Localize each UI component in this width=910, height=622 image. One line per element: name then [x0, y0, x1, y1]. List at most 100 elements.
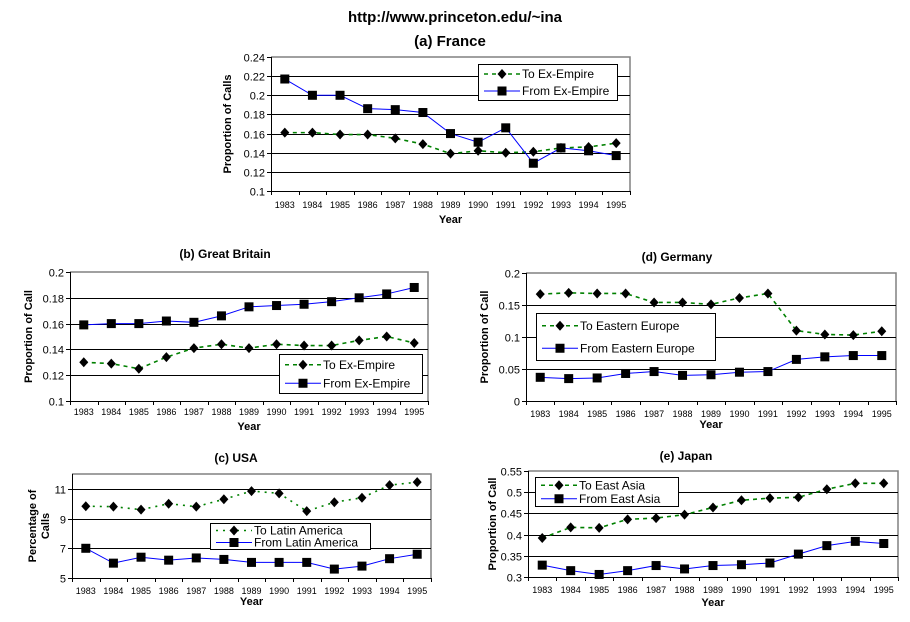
- data-point: [793, 492, 803, 503]
- x-tick-label: 1994: [380, 586, 400, 596]
- data-point: [335, 129, 345, 140]
- data-point: [216, 339, 226, 350]
- data-point: [556, 143, 566, 153]
- x-tick-label: 1988: [211, 407, 231, 417]
- data-point: [621, 288, 631, 299]
- y-axis-title: Proportion of Calls: [222, 75, 234, 174]
- y-axis-title: Proportion of Call: [487, 478, 499, 571]
- data-point: [820, 352, 830, 362]
- chart-japan: (e) Japan 0.3 0.35 0.4 0.45 0.5 0.55 1983 1984 19…: [487, 449, 899, 609]
- legend-marker: [555, 320, 565, 331]
- chart-germany: (d) Germany 0 0.05 0.1 0.15 0.2 1983 1984 1985 19…: [479, 250, 897, 431]
- legend-label: From Ex-Empire: [323, 376, 411, 390]
- x-tick-label: 1993: [551, 200, 571, 210]
- x-tick-label: 1989: [239, 407, 259, 417]
- data-point: [473, 145, 483, 156]
- series-from: [81, 543, 422, 574]
- data-point: [706, 370, 716, 380]
- legend-label: From Latin America: [254, 536, 358, 550]
- data-point: [501, 123, 511, 133]
- x-tick-label: 1988: [413, 200, 433, 210]
- data-point: [418, 139, 428, 150]
- x-tick-label: 1991: [297, 586, 317, 596]
- y-tick-label: 0.2: [250, 91, 265, 103]
- data-point: [272, 301, 282, 311]
- x-tick-label: 1995: [872, 409, 892, 419]
- data-point: [594, 569, 604, 579]
- data-point: [528, 158, 538, 168]
- data-point: [566, 566, 576, 576]
- y-tick-label: 0.12: [244, 168, 265, 180]
- data-point: [793, 549, 803, 559]
- x-tick-label: 1983: [532, 585, 552, 595]
- legend-marker: [555, 343, 565, 353]
- series-from: [537, 536, 889, 579]
- chart-title: (e) Japan: [660, 449, 713, 463]
- legend-marker: [497, 86, 507, 96]
- data-point: [409, 282, 419, 292]
- data-point: [446, 148, 455, 159]
- legend: To Ex-Empire From Ex-Empire: [279, 354, 423, 394]
- series-to: [535, 287, 887, 341]
- data-point: [108, 558, 118, 568]
- x-axis-title: Year: [237, 421, 261, 433]
- data-point: [79, 320, 89, 330]
- data-point: [219, 494, 229, 505]
- data-point: [501, 147, 511, 158]
- y-axis-title: Proportion of Call: [479, 291, 491, 384]
- data-point: [81, 543, 91, 553]
- x-axis-title: Year: [240, 596, 264, 608]
- data-point: [357, 561, 367, 571]
- x-tick-label: 1985: [330, 200, 350, 210]
- x-tick-label: 1989: [701, 409, 721, 419]
- data-point: [385, 480, 395, 491]
- data-point: [280, 74, 290, 84]
- x-axis-title: Year: [701, 597, 725, 609]
- y-tick-label: 0.18: [244, 110, 265, 122]
- x-tick-label: 1990: [269, 586, 289, 596]
- data-point: [537, 532, 547, 543]
- data-point: [134, 363, 144, 374]
- x-tick-label: 1986: [358, 200, 378, 210]
- x-tick-label: 1983: [530, 409, 550, 419]
- chart-title: (d) Germany: [642, 250, 713, 264]
- data-point: [879, 478, 889, 489]
- data-point: [134, 319, 144, 329]
- series-to: [79, 331, 419, 374]
- data-point: [850, 478, 860, 489]
- y-tick-label: 0.5: [507, 488, 522, 500]
- data-point: [327, 340, 337, 351]
- data-point: [734, 367, 744, 377]
- data-point: [651, 561, 661, 571]
- data-point: [566, 522, 576, 533]
- x-tick-label: 1989: [440, 200, 460, 210]
- data-point: [765, 493, 775, 504]
- series-to: [537, 478, 889, 543]
- x-tick-label: 1987: [646, 585, 666, 595]
- y-tick-label: 0.24: [244, 53, 265, 65]
- x-tick-label: 1994: [843, 409, 863, 419]
- data-point: [877, 326, 887, 337]
- legend-label: To Latin America: [254, 524, 343, 538]
- y-tick-label: 5: [60, 574, 66, 586]
- data-point: [79, 357, 89, 368]
- x-tick-label: 1987: [385, 200, 405, 210]
- x-tick-label: 1991: [758, 409, 778, 419]
- x-tick-label: 1985: [587, 409, 607, 419]
- legend: To Ex-Empire From Ex-Empire: [478, 64, 618, 101]
- x-tick-label: 1991: [294, 407, 314, 417]
- x-tick-label: 1988: [214, 586, 234, 596]
- y-tick-label: 0.2: [505, 269, 520, 281]
- data-point: [564, 287, 574, 298]
- data-point: [274, 488, 284, 499]
- data-point: [623, 514, 633, 525]
- data-point: [354, 293, 364, 303]
- plot-border: [70, 271, 429, 401]
- data-point: [363, 104, 373, 114]
- data-point: [244, 302, 254, 312]
- data-point: [161, 316, 171, 326]
- series-from: [79, 282, 419, 330]
- chart-france: (a) France 0.1 0.12 0.14 0.16 0.18 0.2 0.22 0.24…: [222, 33, 631, 226]
- data-point: [302, 506, 312, 517]
